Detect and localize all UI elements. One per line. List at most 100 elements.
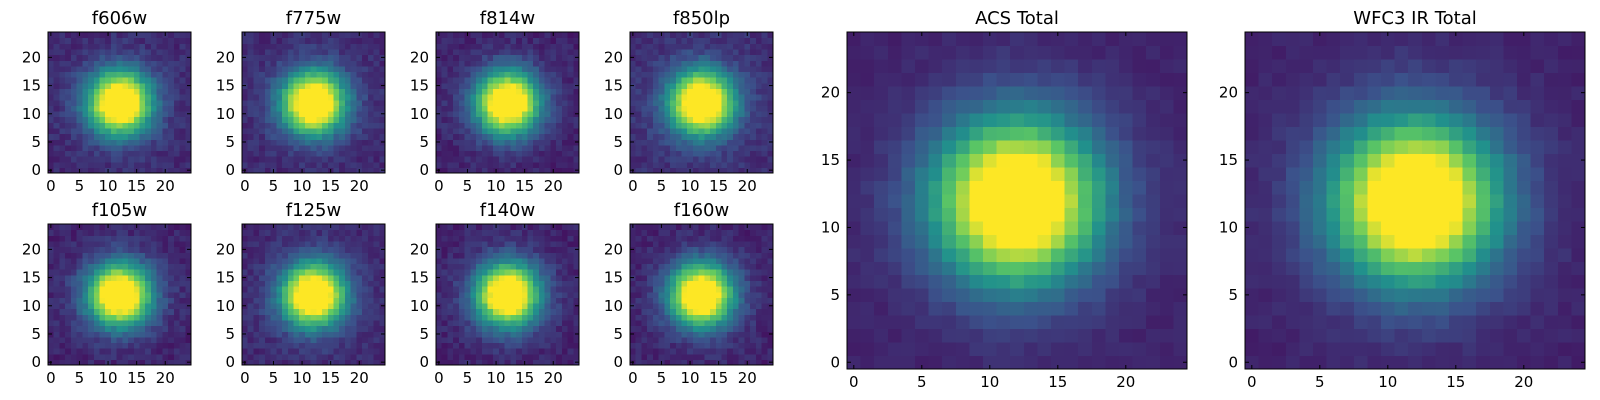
heatmap-cell [105,319,112,327]
heatmap-cell [379,99,386,106]
y-tick-label: 0 [31,161,41,179]
heatmap-cell [322,65,329,73]
heatmap-cell [755,60,763,67]
heatmap-cell [379,127,386,135]
heatmap-cell [510,274,517,281]
heatmap-cell [70,348,78,355]
heatmap-cell [641,297,648,304]
heatmap-cell [139,82,146,89]
heatmap-cell [173,297,181,304]
heatmap-cell [567,65,574,73]
heatmap-cell [185,263,192,270]
heatmap-cell [145,252,152,259]
heatmap-cell [242,127,249,135]
heatmap-cell [487,105,494,112]
heatmap-cell [550,280,557,287]
heatmap-cell [538,331,546,338]
heatmap-cell [675,127,683,135]
heatmap-cell [344,269,352,276]
heatmap-cell [556,65,563,73]
heatmap-cell [133,319,141,327]
heatmap-cell [156,252,163,259]
heatmap-cell [470,263,477,270]
heatmap-cell [516,314,523,321]
heatmap-cell [105,331,112,338]
heatmap-cell [70,274,78,281]
heatmap-cell [367,161,375,168]
heatmap-cell [458,116,466,123]
heatmap-cell [521,348,529,355]
heatmap-cell [344,167,352,174]
heatmap-cell [493,280,500,287]
heatmap-cell [53,331,61,338]
heatmap-cell [356,331,363,338]
heatmap-cell [310,359,317,366]
heatmap-cell [362,48,369,56]
heatmap-cell [761,71,768,78]
heatmap-cell [356,127,363,135]
heatmap-cell [767,71,774,78]
heatmap-cell [755,314,763,321]
heatmap-cell [561,240,569,248]
heatmap-cell [179,263,186,270]
heatmap-cell [664,71,671,78]
heatmap-cell [436,65,443,73]
heatmap-cell [755,110,763,118]
heatmap-cell [533,82,540,89]
heatmap-cell [150,308,158,315]
heatmap-cell [436,257,443,265]
heatmap-cell [133,291,141,298]
heatmap-cell [464,99,471,106]
heatmap-cell [573,60,580,67]
heatmap-cell [704,60,711,67]
heatmap-cell [687,65,694,73]
heatmap-cell [738,48,745,56]
heatmap-cell [287,60,295,67]
heatmap-cell [550,314,557,321]
heatmap-cell [704,144,711,152]
heatmap-cell [498,144,506,152]
heatmap-cell [322,156,329,163]
heatmap-cell [362,348,369,355]
heatmap-cell [70,150,78,157]
heatmap-cell [527,161,534,168]
heatmap-cell [327,161,335,168]
heatmap-cell [264,286,272,293]
heatmap-cell [687,319,694,327]
heatmap-cell [458,150,466,157]
heatmap-cell [299,331,306,338]
heatmap-cell [487,331,494,338]
heatmap-cell [253,43,260,50]
heatmap-cell [755,144,763,152]
heatmap-cell [567,263,574,270]
heatmap-cell [630,127,637,135]
x-tick-label: 15 [515,369,534,387]
heatmap-cell [761,99,768,106]
heatmap-cell [48,252,55,259]
heatmap-cell [139,229,146,236]
heatmap-cell [687,110,694,118]
heatmap-cell [533,77,540,84]
heatmap-cell [453,302,460,310]
heatmap-cell [458,161,466,168]
heatmap-cell [721,325,728,332]
heatmap-cell [48,342,55,349]
heatmap-cell [362,359,369,366]
heatmap-cell [344,224,352,231]
heatmap-cell [53,88,61,95]
heatmap-cell [48,336,55,344]
heatmap-cell [259,286,266,293]
heatmap-cell [282,122,289,129]
heatmap-cell [304,342,312,349]
heatmap-cell [493,336,500,344]
heatmap-cell [168,110,175,118]
heatmap-cell [453,308,460,315]
heatmap-cell [293,156,300,163]
heatmap-cell [510,161,517,168]
heatmap-cell [259,48,266,56]
heatmap-cell [692,342,700,349]
heatmap-cell [179,77,186,84]
heatmap-cell [750,71,757,78]
heatmap-cell [498,308,506,315]
